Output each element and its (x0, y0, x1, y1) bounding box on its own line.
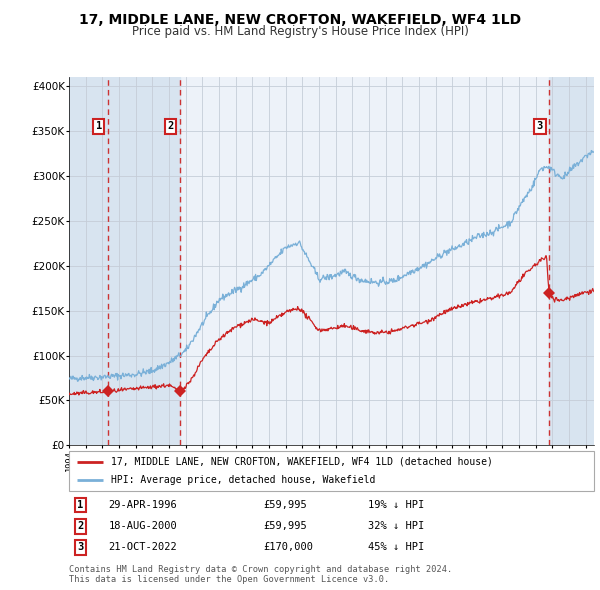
Text: This data is licensed under the Open Government Licence v3.0.: This data is licensed under the Open Gov… (69, 575, 389, 584)
Text: 2: 2 (167, 121, 173, 131)
Text: 45% ↓ HPI: 45% ↓ HPI (368, 542, 425, 552)
Text: £59,995: £59,995 (263, 500, 307, 510)
Text: 17, MIDDLE LANE, NEW CROFTON, WAKEFIELD, WF4 1LD: 17, MIDDLE LANE, NEW CROFTON, WAKEFIELD,… (79, 13, 521, 27)
Text: 18-AUG-2000: 18-AUG-2000 (109, 522, 177, 531)
Text: 1: 1 (77, 500, 83, 510)
Text: Contains HM Land Registry data © Crown copyright and database right 2024.: Contains HM Land Registry data © Crown c… (69, 565, 452, 574)
Bar (108, 77, 179, 445)
Bar (69, 77, 108, 445)
Text: 29-APR-1996: 29-APR-1996 (109, 500, 177, 510)
Text: HPI: Average price, detached house, Wakefield: HPI: Average price, detached house, Wake… (111, 475, 376, 485)
Text: 32% ↓ HPI: 32% ↓ HPI (368, 522, 425, 531)
Text: 21-OCT-2022: 21-OCT-2022 (109, 542, 177, 552)
Text: 19% ↓ HPI: 19% ↓ HPI (368, 500, 425, 510)
Bar (549, 77, 594, 445)
Text: £59,995: £59,995 (263, 522, 307, 531)
Text: 3: 3 (537, 121, 543, 131)
Text: £170,000: £170,000 (263, 542, 313, 552)
FancyBboxPatch shape (69, 451, 594, 491)
Bar (108, 77, 179, 445)
Text: 3: 3 (77, 542, 83, 552)
Text: Price paid vs. HM Land Registry's House Price Index (HPI): Price paid vs. HM Land Registry's House … (131, 25, 469, 38)
Bar (549, 77, 594, 445)
Text: 1: 1 (95, 121, 102, 131)
Text: 2: 2 (77, 522, 83, 531)
Bar (69, 77, 108, 445)
Text: 17, MIDDLE LANE, NEW CROFTON, WAKEFIELD, WF4 1LD (detached house): 17, MIDDLE LANE, NEW CROFTON, WAKEFIELD,… (111, 457, 493, 467)
